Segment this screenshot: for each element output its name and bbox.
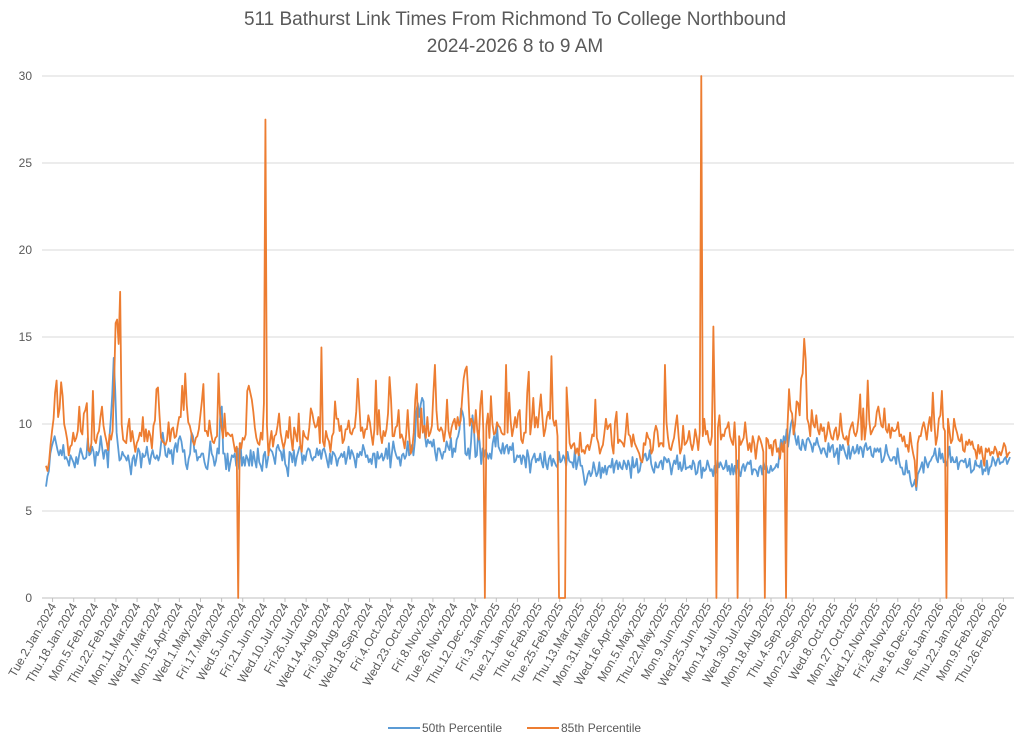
series-layer: [45, 75, 1011, 599]
y-tick-label: 10: [19, 417, 33, 431]
y-tick-label: 20: [19, 243, 33, 257]
series-line-50th-percentile: [45, 356, 1011, 492]
gridlines: [42, 75, 1014, 599]
y-axis-ticks: 0 5 10 15 20 25 30: [19, 69, 33, 605]
x-axis-ticks: Tue.2.Jan.2024Thu.18.Jan.2024Mon.5.Feb.2…: [6, 598, 1010, 691]
y-tick-label: 30: [19, 69, 33, 83]
y-tick-label: 15: [19, 330, 33, 344]
y-tick-label: 5: [25, 504, 32, 518]
y-tick-label: 0: [25, 591, 32, 605]
chart-title: 511 Bathurst Link Times From Richmond To…: [244, 9, 786, 30]
chart-subtitle: 2024-2026 8 to 9 AM: [427, 36, 603, 57]
legend-label-85th: 85th Percentile: [561, 721, 641, 735]
y-tick-label: 25: [19, 156, 33, 170]
series-line-85th-percentile: [45, 75, 1011, 599]
legend-label-50th: 50th Percentile: [422, 721, 502, 735]
legend: 50th Percentile 85th Percentile: [388, 721, 641, 735]
